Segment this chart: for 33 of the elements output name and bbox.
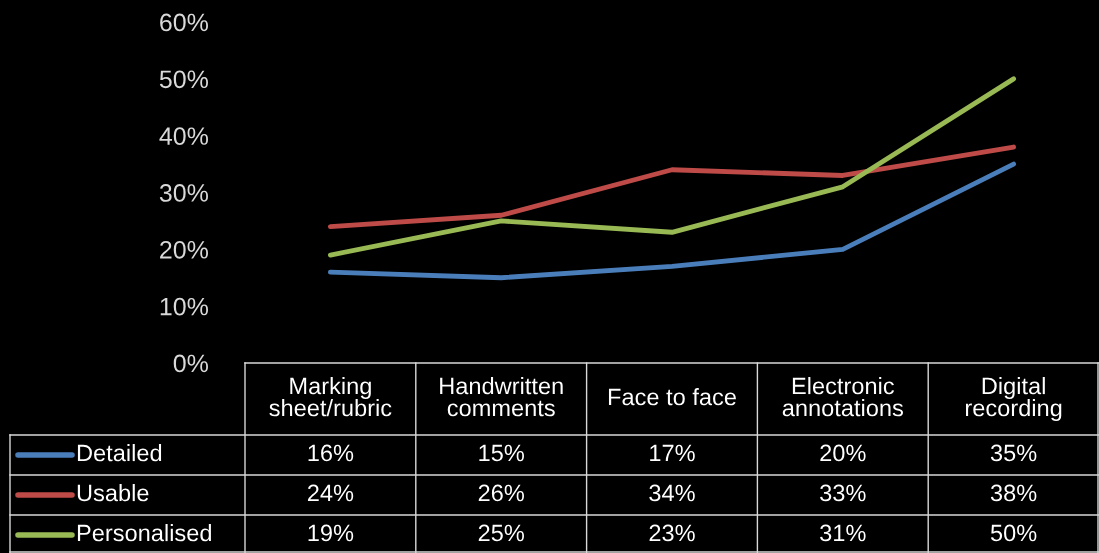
y-tick-label: 30%: [159, 184, 208, 202]
data-label: 26%: [478, 484, 524, 502]
data-label: 20%: [820, 444, 866, 462]
line-series: [327, 161, 1017, 281]
data-label: 15%: [479, 444, 524, 462]
data-label: 23%: [649, 524, 695, 542]
y-tick-label: 0%: [173, 354, 208, 373]
x-tick-label: Face to face: [608, 388, 736, 406]
legend-label: Personalised: [77, 523, 211, 542]
data-label: 38%: [990, 484, 1037, 502]
data-label: 16%: [308, 444, 354, 462]
y-tick-label: 10%: [160, 297, 208, 316]
data-label: 19%: [308, 524, 354, 542]
x-tick-label: Handwritten comments: [440, 376, 563, 417]
legend-label: Usable: [77, 483, 149, 502]
data-label: 25%: [478, 524, 524, 542]
x-tick-label: Electronic annotations: [782, 376, 903, 417]
y-tick-label: 40%: [159, 127, 208, 145]
legend-label: Detailed: [77, 443, 162, 462]
data-label: 31%: [820, 524, 866, 542]
data-label: 33%: [820, 484, 866, 502]
data-label: 34%: [649, 484, 695, 502]
data-label: 17%: [650, 444, 695, 462]
x-tick-label: Marking sheet/rubric: [269, 376, 392, 417]
data-label: 50%: [990, 524, 1037, 542]
line-series: [327, 76, 1017, 258]
line-series: [327, 144, 1017, 230]
x-tick-label: Digital recording: [965, 376, 1062, 422]
data-label: 24%: [307, 484, 354, 502]
y-tick-label: 60%: [160, 13, 208, 32]
y-tick-label: 50%: [159, 70, 208, 89]
data-label: 35%: [990, 444, 1037, 462]
y-tick-label: 20%: [160, 240, 208, 259]
